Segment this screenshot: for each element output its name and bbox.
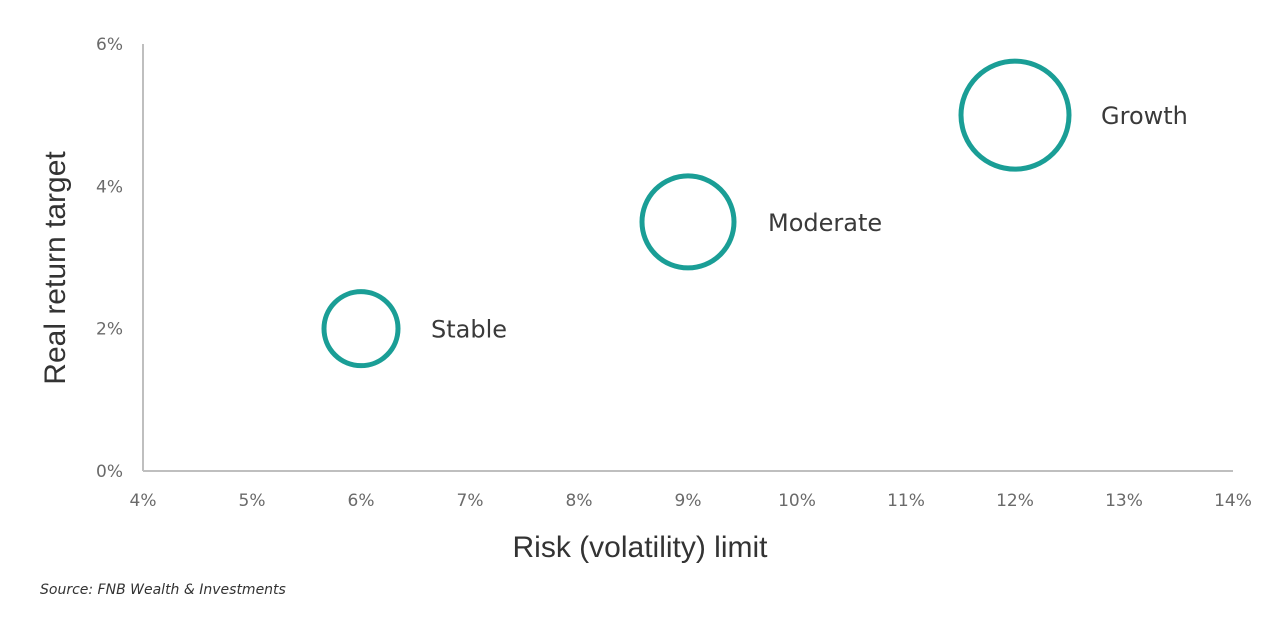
x-axis-ticks: 4% 5% 6% 7% 8% 9% 10% 11% 12% 13% 14% bbox=[130, 491, 1252, 511]
y-axis-title: Real return target bbox=[39, 151, 72, 385]
source-note: Source: FNB Wealth & Investments bbox=[40, 582, 286, 598]
x-tick-label: 8% bbox=[566, 491, 593, 511]
x-tick-label: 14% bbox=[1214, 491, 1252, 511]
data-point-label: Growth bbox=[1101, 102, 1188, 130]
x-tick-label: 5% bbox=[239, 491, 266, 511]
x-tick-label: 12% bbox=[996, 491, 1034, 511]
y-tick-label: 2% bbox=[96, 320, 123, 340]
x-tick-label: 6% bbox=[348, 491, 375, 511]
x-tick-label: 10% bbox=[778, 491, 816, 511]
data-point-marker bbox=[639, 173, 737, 271]
x-tick-label: 7% bbox=[457, 491, 484, 511]
y-tick-label: 0% bbox=[96, 462, 123, 482]
data-point-marker bbox=[321, 289, 401, 369]
x-tick-label: 9% bbox=[675, 491, 702, 511]
data-points: Stable Moderate Growth bbox=[321, 58, 1188, 369]
x-tick-label: 13% bbox=[1105, 491, 1143, 511]
y-axis-ticks: 0% 2% 4% 6% bbox=[96, 35, 123, 482]
y-tick-label: 4% bbox=[96, 177, 123, 197]
data-point-label: Stable bbox=[431, 316, 507, 344]
x-axis-title: Risk (volatility) limit bbox=[513, 531, 769, 564]
x-tick-label: 4% bbox=[130, 491, 157, 511]
x-tick-label: 11% bbox=[887, 491, 925, 511]
data-point-label: Moderate bbox=[768, 209, 882, 237]
y-tick-label: 6% bbox=[96, 35, 123, 55]
data-point-marker bbox=[958, 58, 1072, 172]
